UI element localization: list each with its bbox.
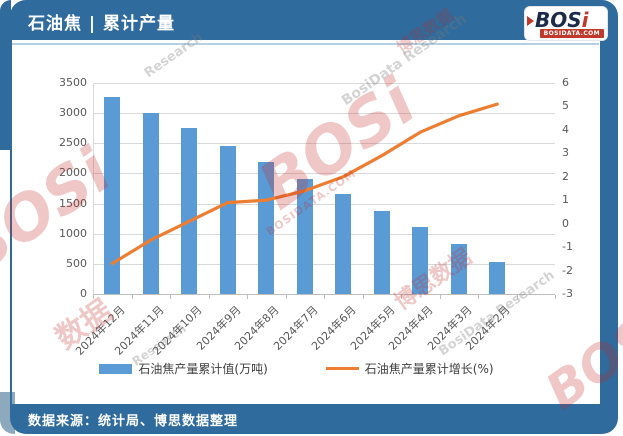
gridline [93,143,555,145]
x-axis-tick-mark [362,295,364,299]
x-axis-tick-mark [439,295,441,299]
card-frame [10,0,618,434]
header-separator [12,43,599,45]
bosi-logo: BOSi BOSIDATA.COM [525,7,607,40]
page-title: 石油焦 | 累计产量 [28,14,176,34]
bar [373,210,390,294]
y-axis-tick-right: 4 [562,122,569,136]
logo-text: BOSi [535,8,589,32]
line-series-swatch-icon [325,367,359,370]
y-axis-line [93,83,94,294]
bar [489,261,506,294]
gridline [93,173,555,175]
x-axis-tick-mark [247,295,248,299]
y-axis-tick-right: 6 [562,76,569,89]
y-axis-tick-left: 3000 [59,106,87,120]
x-axis-tick-mark [170,295,171,299]
y-axis-tick-right: 0 [562,216,569,230]
x-axis-tick-mark [324,295,325,299]
y-axis-tick-right: -1 [562,240,573,254]
x-axis-tick-mark [208,295,210,299]
y-axis-tick-right: -3 [562,287,573,300]
gridline [93,263,555,265]
bar [181,128,198,294]
bar [296,179,313,294]
x-axis-tick-mark [131,295,133,299]
x-axis-line [93,294,555,295]
y-axis-tick-left: 500 [66,256,87,270]
y-axis-tick-left: 1500 [59,196,87,210]
y-axis-tick-left: 3500 [59,76,87,89]
y-axis-tick-left: 2500 [59,136,87,150]
back-ribbon-top-left [0,0,11,150]
y-axis-tick-left: 0 [80,287,87,300]
y-axis-tick-right: 1 [562,193,569,207]
bar [142,113,159,294]
bar [258,161,275,294]
bar [335,194,352,294]
y-axis-tick-right: 3 [562,146,569,160]
data-source-text: 数据来源：统计局、博思数据整理 [28,414,239,429]
x-axis-tick-mark [478,295,479,299]
chart-legend: 石油焦产量累计值(万吨) 石油焦产量累计增长(%) [0,360,593,377]
legend-label-bars: 石油焦产量累计值(万吨) [138,362,268,376]
y-axis-tick-right: -2 [562,263,573,277]
y-axis-tick-left: 2000 [59,166,87,180]
y-axis-tick-right: 5 [562,99,569,113]
bar [412,227,429,294]
x-axis-tick-mark [401,295,402,299]
x-axis-tick-mark [285,295,287,299]
bar [104,96,121,294]
gridline [93,113,555,115]
x-axis-tick-mark [516,295,518,299]
y-axis-tick-left: 1000 [59,226,87,240]
legend-item-line[interactable]: 石油焦产量累计增长(%) [325,360,494,377]
x-axis-tick-mark [93,295,94,299]
legend-label-line: 石油焦产量累计增长(%) [364,362,494,376]
legend-item-bars[interactable]: 石油焦产量累计值(万吨) [99,360,268,377]
y-axis-tick-right: 2 [562,169,569,183]
gridline [93,233,555,235]
bar [219,145,236,294]
bar [450,244,467,294]
bar-series-swatch-icon [99,363,133,374]
logo-triangle-icon [527,16,534,26]
logo-domain: BOSIDATA.COM [539,29,604,38]
x-axis-tick-mark [555,295,556,299]
gridline [93,83,555,84]
gridline [93,203,555,205]
